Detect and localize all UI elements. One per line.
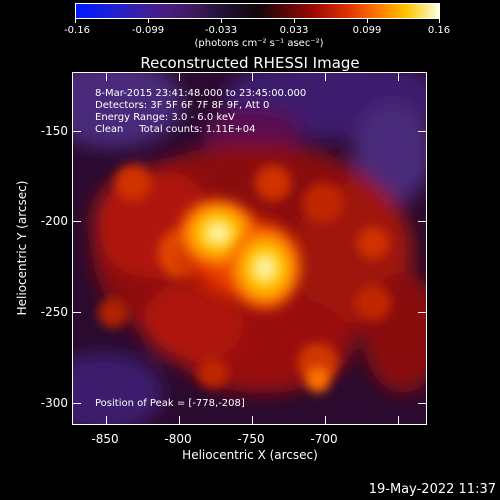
peak-position-label: Position of Peak = [-778,-208] xyxy=(95,398,245,409)
colorbar-tick xyxy=(75,18,76,23)
x-tick-label: -850 xyxy=(91,432,119,446)
colorbar-tick-label: -0.099 xyxy=(131,25,165,36)
colorbar-tick-label: 0.033 xyxy=(279,25,309,36)
colorbar xyxy=(75,3,440,19)
energy-range-label: Energy Range: 3.0 - 6.0 keV xyxy=(95,112,235,123)
colorbar-tick-label: 0.16 xyxy=(427,25,451,36)
x-tick-label: -800 xyxy=(164,432,192,446)
y-axis-title: Heliocentric Y (arcsec) xyxy=(15,180,29,316)
plot-title: Reconstructed RHESSI Image xyxy=(140,54,360,72)
colorbar-tick xyxy=(221,18,222,23)
y-tick-label: -250 xyxy=(40,305,68,319)
colorbar-tick-label: -0.16 xyxy=(64,25,90,36)
x-tick-label: -700 xyxy=(310,432,338,446)
colorbar-tick xyxy=(367,18,368,23)
x-tick-label: -750 xyxy=(237,432,265,446)
colorbar-tick-label: 0.099 xyxy=(352,25,382,36)
y-tick-label: -150 xyxy=(40,124,68,138)
detectors-label: Detectors: 3F 5F 6F 7F 8F 9F, Att 0 xyxy=(95,100,270,111)
footer-timestamp: 19-May-2022 11:37 xyxy=(368,482,496,497)
image-plot-area: 8-Mar-2015 23:41:48.000 to 23:45:00.000 … xyxy=(72,72,427,425)
y-tick-label: -300 xyxy=(40,396,68,410)
time-range-label: 8-Mar-2015 23:41:48.000 to 23:45:00.000 xyxy=(95,88,307,99)
colorbar-tick xyxy=(294,18,295,23)
x-axis-title: Heliocentric X (arcsec) xyxy=(182,448,318,462)
colorbar-units: (photons cm⁻² s⁻¹ asec⁻²) xyxy=(194,38,324,49)
colorbar-tick xyxy=(148,18,149,23)
clean-counts-label: Clean Total counts: 1.11E+04 xyxy=(95,124,256,135)
colorbar-tick-label: -0.033 xyxy=(204,25,238,36)
colorbar-tick xyxy=(439,18,440,23)
rhessi-image xyxy=(73,73,426,424)
y-tick-label: -200 xyxy=(40,214,68,228)
